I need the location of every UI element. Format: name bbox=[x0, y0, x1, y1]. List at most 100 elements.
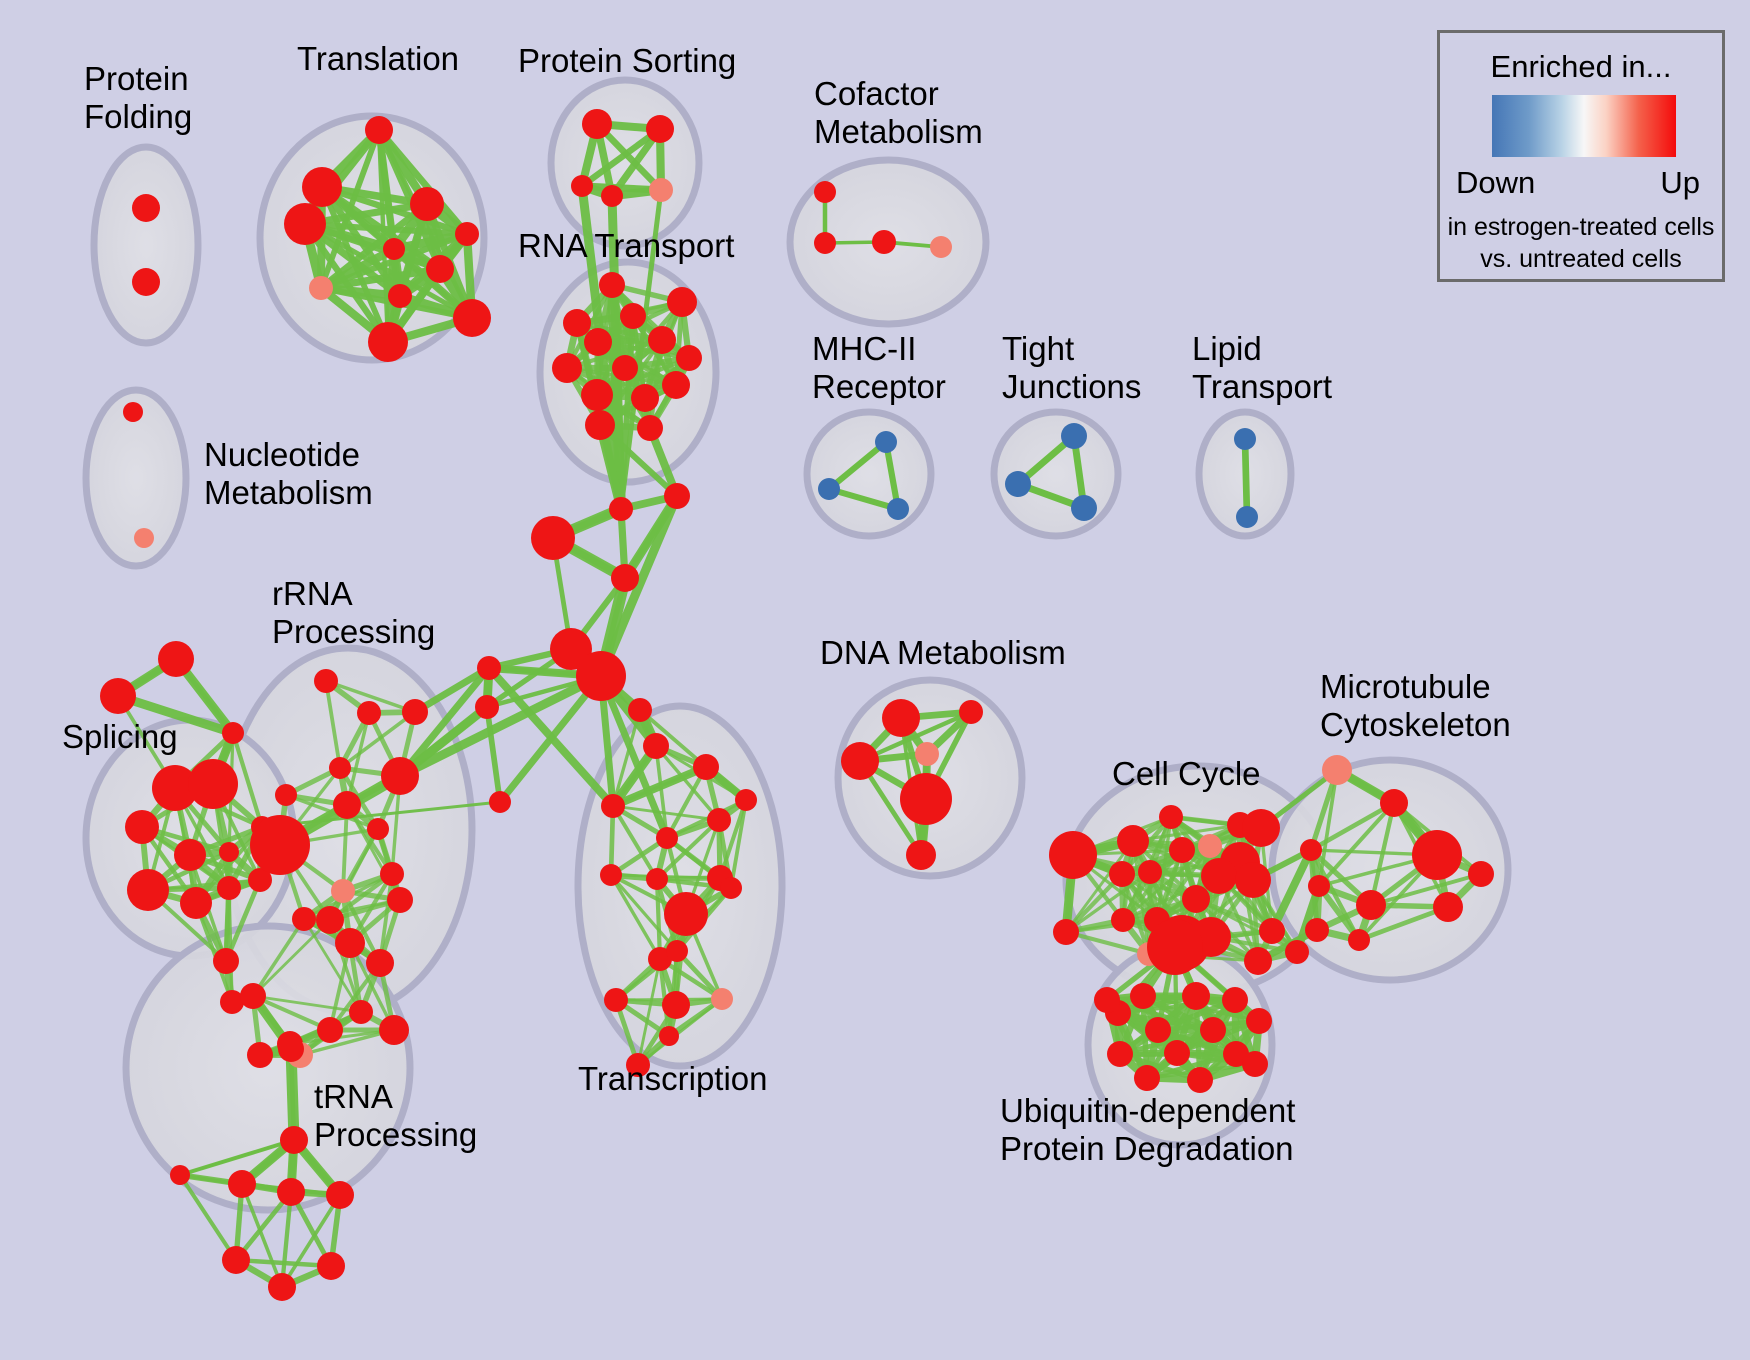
network-node[interactable] bbox=[664, 892, 708, 936]
network-node[interactable] bbox=[676, 345, 702, 371]
network-node[interactable] bbox=[123, 402, 143, 422]
network-node[interactable] bbox=[284, 203, 326, 245]
network-node[interactable] bbox=[915, 742, 939, 766]
network-node[interactable] bbox=[1322, 755, 1352, 785]
network-node[interactable] bbox=[1117, 825, 1149, 857]
network-node[interactable] bbox=[648, 326, 676, 354]
network-node[interactable] bbox=[1235, 862, 1271, 898]
network-node[interactable] bbox=[659, 1026, 679, 1046]
network-node[interactable] bbox=[662, 371, 690, 399]
network-node[interactable] bbox=[1234, 428, 1256, 450]
network-node[interactable] bbox=[1145, 1017, 1171, 1043]
network-node[interactable] bbox=[132, 194, 160, 222]
network-node[interactable] bbox=[581, 379, 613, 411]
network-node[interactable] bbox=[631, 384, 659, 412]
network-node[interactable] bbox=[601, 185, 623, 207]
network-node[interactable] bbox=[302, 167, 342, 207]
network-node[interactable] bbox=[882, 699, 920, 737]
network-node[interactable] bbox=[612, 355, 638, 381]
network-node[interactable] bbox=[531, 516, 575, 560]
network-node[interactable] bbox=[132, 268, 160, 296]
network-node[interactable] bbox=[335, 928, 365, 958]
network-node[interactable] bbox=[158, 641, 194, 677]
network-node[interactable] bbox=[601, 794, 625, 818]
network-node[interactable] bbox=[240, 983, 266, 1009]
network-node[interactable] bbox=[930, 236, 952, 258]
network-node[interactable] bbox=[314, 669, 338, 693]
network-node[interactable] bbox=[1187, 1067, 1213, 1093]
network-node[interactable] bbox=[1468, 861, 1494, 887]
network-node[interactable] bbox=[875, 431, 897, 453]
network-node[interactable] bbox=[1107, 1041, 1133, 1067]
network-node[interactable] bbox=[1061, 423, 1087, 449]
network-node[interactable] bbox=[247, 1042, 273, 1068]
network-node[interactable] bbox=[1300, 839, 1322, 861]
network-node[interactable] bbox=[1111, 908, 1135, 932]
network-node[interactable] bbox=[489, 791, 511, 813]
network-node[interactable] bbox=[152, 765, 198, 811]
network-node[interactable] bbox=[1094, 987, 1120, 1013]
network-node[interactable] bbox=[693, 754, 719, 780]
network-node[interactable] bbox=[333, 791, 361, 819]
network-node[interactable] bbox=[1147, 919, 1203, 975]
network-node[interactable] bbox=[213, 948, 239, 974]
network-node[interactable] bbox=[1380, 789, 1408, 817]
network-node[interactable] bbox=[611, 564, 639, 592]
network-node[interactable] bbox=[1308, 875, 1330, 897]
network-node[interactable] bbox=[380, 862, 404, 886]
network-node[interactable] bbox=[649, 178, 673, 202]
network-node[interactable] bbox=[664, 483, 690, 509]
network-node[interactable] bbox=[331, 879, 355, 903]
network-node[interactable] bbox=[278, 1036, 304, 1062]
network-node[interactable] bbox=[571, 175, 593, 197]
network-node[interactable] bbox=[666, 940, 688, 962]
network-node[interactable] bbox=[1433, 892, 1463, 922]
network-node[interactable] bbox=[637, 415, 663, 441]
network-node[interactable] bbox=[475, 695, 499, 719]
network-node[interactable] bbox=[292, 907, 316, 931]
network-node[interactable] bbox=[1005, 471, 1031, 497]
network-node[interactable] bbox=[326, 1181, 354, 1209]
network-node[interactable] bbox=[1412, 830, 1462, 880]
network-node[interactable] bbox=[552, 353, 582, 383]
network-node[interactable] bbox=[410, 187, 444, 221]
network-node[interactable] bbox=[275, 784, 297, 806]
network-node[interactable] bbox=[316, 906, 344, 934]
network-node[interactable] bbox=[1130, 983, 1156, 1009]
network-node[interactable] bbox=[582, 109, 612, 139]
network-node[interactable] bbox=[872, 230, 896, 254]
network-node[interactable] bbox=[1222, 987, 1248, 1013]
network-node[interactable] bbox=[1244, 947, 1272, 975]
network-node[interactable] bbox=[609, 497, 633, 521]
network-node[interactable] bbox=[329, 757, 351, 779]
network-node[interactable] bbox=[1242, 1051, 1268, 1077]
network-node[interactable] bbox=[1236, 506, 1258, 528]
network-node[interactable] bbox=[1198, 834, 1222, 858]
network-node[interactable] bbox=[366, 949, 394, 977]
network-node[interactable] bbox=[1348, 929, 1370, 951]
network-node[interactable] bbox=[1138, 860, 1162, 884]
network-node[interactable] bbox=[646, 115, 674, 143]
network-node[interactable] bbox=[1201, 858, 1237, 894]
network-node[interactable] bbox=[368, 322, 408, 362]
network-node[interactable] bbox=[841, 742, 879, 780]
network-node[interactable] bbox=[180, 887, 212, 919]
network-node[interactable] bbox=[563, 309, 591, 337]
network-node[interactable] bbox=[959, 700, 983, 724]
network-node[interactable] bbox=[620, 303, 646, 329]
network-node[interactable] bbox=[188, 759, 238, 809]
network-node[interactable] bbox=[1246, 1008, 1272, 1034]
network-node[interactable] bbox=[317, 1017, 343, 1043]
network-node[interactable] bbox=[662, 991, 690, 1019]
network-node[interactable] bbox=[170, 1165, 190, 1185]
network-node[interactable] bbox=[1164, 1040, 1190, 1066]
network-node[interactable] bbox=[1242, 809, 1280, 847]
network-node[interactable] bbox=[365, 116, 393, 144]
network-node[interactable] bbox=[426, 255, 454, 283]
network-node[interactable] bbox=[1109, 861, 1135, 887]
network-node[interactable] bbox=[134, 528, 154, 548]
network-node[interactable] bbox=[280, 1126, 308, 1154]
network-node[interactable] bbox=[477, 656, 501, 680]
network-node[interactable] bbox=[900, 773, 952, 825]
network-node[interactable] bbox=[219, 842, 239, 862]
